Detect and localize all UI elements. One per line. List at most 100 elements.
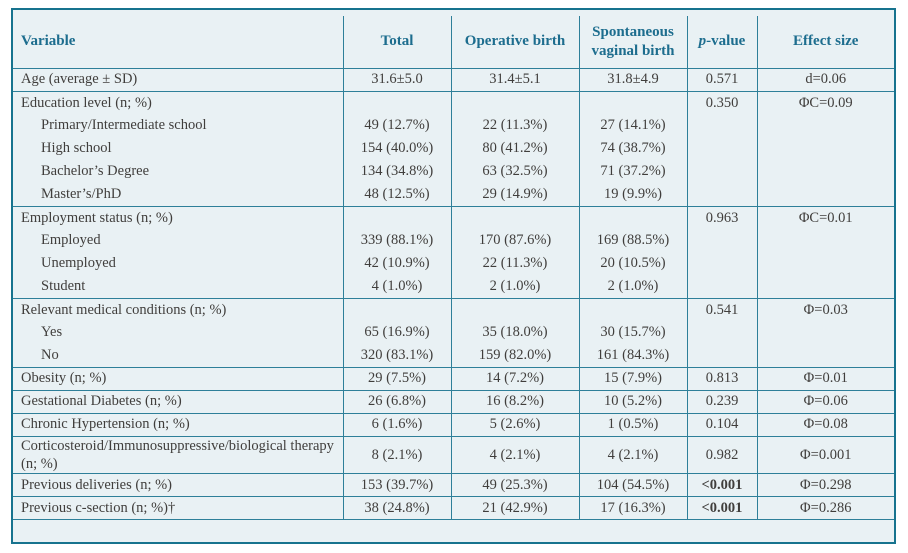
cell-total: 65 (16.9%) — [342, 321, 451, 344]
cell-spontaneous-vaginal-birth: 104 (54.5%) — [578, 473, 687, 497]
cell-total: 339 (88.1%) — [342, 229, 451, 252]
cell-operative-birth: 35 (18.0%) — [450, 321, 579, 344]
cell-variable: No — [41, 347, 59, 364]
table-row: Master’s/PhD 48 (12.5%) 29 (14.9%) 19 (9… — [13, 183, 894, 206]
cell-effect-size — [756, 321, 894, 344]
cell-p-value — [686, 321, 757, 344]
cell-operative-birth: 16 (8.2%) — [450, 390, 579, 413]
cell-total — [342, 91, 451, 114]
cell-spontaneous-vaginal-birth: 10 (5.2%) — [578, 390, 687, 413]
cell-effect-size: Φ=0.01 — [756, 367, 894, 390]
cell-spontaneous-vaginal-birth: 74 (38.7%) — [578, 137, 687, 160]
header-operative-birth: Operative birth — [450, 16, 579, 68]
cell-total: 320 (83.1%) — [342, 344, 451, 367]
cell-operative-birth — [450, 206, 579, 229]
cell-effect-size — [756, 183, 894, 206]
cell-total: 31.6±5.0 — [342, 68, 451, 91]
cell-variable: Age (average ± SD) — [21, 71, 138, 88]
header-variable: Variable — [21, 33, 76, 50]
cell-p-value: 0.350 — [686, 91, 757, 114]
cell-operative-birth: 49 (25.3%) — [450, 473, 579, 497]
cell-effect-size: Φ=0.286 — [756, 496, 894, 520]
table-row: Relevant medical conditions (n; %) 0.541… — [13, 298, 894, 321]
table-row: Employed 339 (88.1%) 170 (87.6%) 169 (88… — [13, 229, 894, 252]
cell-spontaneous-vaginal-birth: 19 (9.9%) — [578, 183, 687, 206]
cell-spontaneous-vaginal-birth: 31.8±4.9 — [578, 68, 687, 91]
cell-effect-size: Φ=0.03 — [756, 298, 894, 321]
cell-p-value: <0.001 — [686, 496, 757, 520]
cell-p-value: 0.982 — [686, 436, 757, 474]
table-row: Student 4 (1.0%) 2 (1.0%) 2 (1.0%) — [13, 275, 894, 298]
cell-operative-birth: 63 (32.5%) — [450, 160, 579, 183]
table-row: Education level (n; %) 0.350 ΦC=0.09 — [13, 91, 894, 114]
cell-variable: Previous deliveries (n; %) — [21, 476, 173, 493]
cell-spontaneous-vaginal-birth: 1 (0.5%) — [578, 413, 687, 436]
cell-effect-size — [756, 344, 894, 367]
table-row: Corticosteroid/Immunosuppressive/biologi… — [13, 436, 894, 474]
table-row: No 320 (83.1%) 159 (82.0%) 161 (84.3%) — [13, 344, 894, 367]
cell-spontaneous-vaginal-birth — [578, 206, 687, 229]
cell-operative-birth: 22 (11.3%) — [450, 252, 579, 275]
cell-effect-size — [756, 114, 894, 137]
cell-variable: Master’s/PhD — [41, 186, 122, 203]
cell-operative-birth: 31.4±5.1 — [450, 68, 579, 91]
cell-p-value — [686, 160, 757, 183]
cell-spontaneous-vaginal-birth: 161 (84.3%) — [578, 344, 687, 367]
table-row: Chronic Hypertension (n; %) 6 (1.6%) 5 (… — [13, 413, 894, 436]
cell-operative-birth: 4 (2.1%) — [450, 436, 579, 474]
table-row: Primary/Intermediate school 49 (12.7%) 2… — [13, 114, 894, 137]
cell-spontaneous-vaginal-birth: 30 (15.7%) — [578, 321, 687, 344]
cell-operative-birth — [450, 91, 579, 114]
cell-variable: Yes — [41, 324, 63, 341]
cell-variable: Obesity (n; %) — [21, 370, 107, 387]
table-row: Bachelor’s Degree 134 (34.8%) 63 (32.5%)… — [13, 160, 894, 183]
table-row: Gestational Diabetes (n; %) 26 (6.8%) 16… — [13, 390, 894, 413]
table-row: Previous deliveries (n; %) 153 (39.7%) 4… — [13, 473, 894, 497]
cell-total: 49 (12.7%) — [342, 114, 451, 137]
cell-spontaneous-vaginal-birth: 71 (37.2%) — [578, 160, 687, 183]
cell-p-value — [686, 252, 757, 275]
cell-variable: Previous c-section (n; %)† — [21, 499, 176, 516]
statistics-table: Variable Total Operative birth Spontaneo… — [13, 16, 894, 520]
cell-spontaneous-vaginal-birth: 17 (16.3%) — [578, 496, 687, 520]
cell-operative-birth — [450, 298, 579, 321]
cell-p-value — [686, 183, 757, 206]
cell-effect-size: ΦC=0.09 — [756, 91, 894, 114]
cell-operative-birth: 22 (11.3%) — [450, 114, 579, 137]
cell-total: 48 (12.5%) — [342, 183, 451, 206]
header-spontaneous-vaginal-birth: Spontaneous vaginal birth — [578, 16, 687, 68]
cell-total: 26 (6.8%) — [342, 390, 451, 413]
cell-total: 134 (34.8%) — [342, 160, 451, 183]
cell-operative-birth: 29 (14.9%) — [450, 183, 579, 206]
table-row: High school 154 (40.0%) 80 (41.2%) 74 (3… — [13, 137, 894, 160]
header-total: Total — [342, 16, 451, 68]
cell-total: 154 (40.0%) — [342, 137, 451, 160]
cell-spontaneous-vaginal-birth: 20 (10.5%) — [578, 252, 687, 275]
table-row: Employment status (n; %) 0.963 ΦC=0.01 — [13, 206, 894, 229]
cell-variable: Bachelor’s Degree — [41, 163, 150, 180]
cell-effect-size — [756, 137, 894, 160]
cell-spontaneous-vaginal-birth: 15 (7.9%) — [578, 367, 687, 390]
cell-operative-birth: 21 (42.9%) — [450, 496, 579, 520]
cell-total — [342, 206, 451, 229]
cell-variable: Unemployed — [41, 255, 116, 272]
cell-p-value: <0.001 — [686, 473, 757, 497]
cell-total: 38 (24.8%) — [342, 496, 451, 520]
cell-effect-size: Φ=0.06 — [756, 390, 894, 413]
cell-p-value: 0.571 — [686, 68, 757, 91]
cell-p-value — [686, 229, 757, 252]
p-value-italic-p: p — [698, 33, 707, 50]
cell-total — [342, 298, 451, 321]
cell-operative-birth: 80 (41.2%) — [450, 137, 579, 160]
cell-p-value: 0.541 — [686, 298, 757, 321]
cell-variable: Gestational Diabetes (n; %) — [21, 393, 182, 410]
cell-operative-birth: 2 (1.0%) — [450, 275, 579, 298]
cell-variable: Education level (n; %) — [21, 94, 152, 111]
cell-total: 8 (2.1%) — [342, 436, 451, 474]
cell-effect-size — [756, 275, 894, 298]
statistics-table-container: Variable Total Operative birth Spontaneo… — [11, 8, 896, 544]
cell-spontaneous-vaginal-birth: 27 (14.1%) — [578, 114, 687, 137]
table-row: Unemployed 42 (10.9%) 22 (11.3%) 20 (10.… — [13, 252, 894, 275]
cell-variable: Corticosteroid/Immunosuppressive/biologi… — [21, 437, 334, 472]
cell-spontaneous-vaginal-birth: 169 (88.5%) — [578, 229, 687, 252]
